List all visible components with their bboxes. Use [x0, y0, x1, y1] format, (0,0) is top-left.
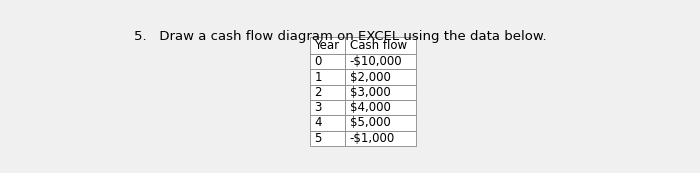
- Text: Cash flow: Cash flow: [349, 39, 407, 52]
- Text: $3,000: $3,000: [349, 86, 391, 99]
- Bar: [310, 131, 345, 146]
- Text: -$1,000: -$1,000: [349, 132, 395, 145]
- Text: $2,000: $2,000: [349, 71, 391, 84]
- Text: 5: 5: [314, 132, 321, 145]
- Text: 2: 2: [314, 86, 322, 99]
- Bar: [345, 85, 416, 100]
- Text: $5,000: $5,000: [349, 116, 391, 130]
- Bar: [310, 69, 345, 85]
- Bar: [345, 69, 416, 85]
- Bar: [310, 54, 345, 69]
- Text: $4,000: $4,000: [349, 101, 391, 114]
- Bar: [345, 115, 416, 131]
- Bar: [345, 100, 416, 115]
- Text: 0: 0: [314, 55, 321, 68]
- Bar: [310, 115, 345, 131]
- Bar: [310, 85, 345, 100]
- Text: 3: 3: [314, 101, 321, 114]
- Text: 4: 4: [314, 116, 322, 130]
- Bar: [310, 37, 345, 54]
- Bar: [345, 37, 416, 54]
- Bar: [345, 54, 416, 69]
- Bar: [345, 131, 416, 146]
- Text: 1: 1: [314, 71, 322, 84]
- Text: 5.   Draw a cash flow diagram on EXCEL using the data below.: 5. Draw a cash flow diagram on EXCEL usi…: [134, 30, 546, 43]
- Bar: [310, 100, 345, 115]
- Text: Year: Year: [314, 39, 340, 52]
- Text: -$10,000: -$10,000: [349, 55, 402, 68]
